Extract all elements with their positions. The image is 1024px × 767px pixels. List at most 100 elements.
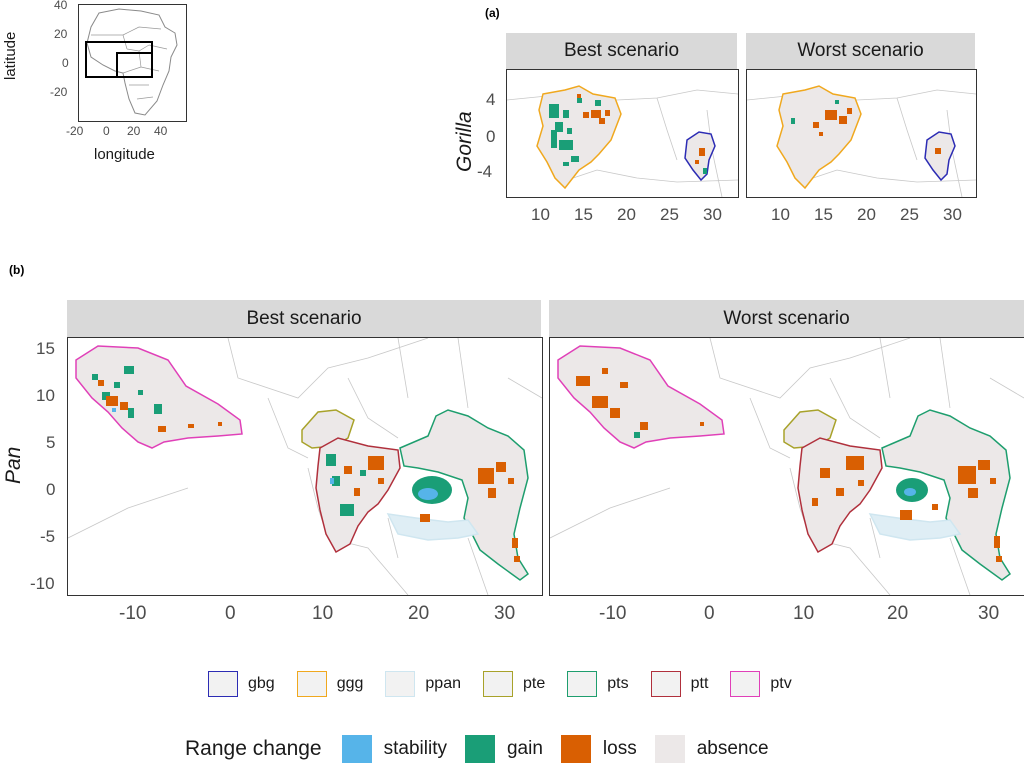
panel-a-map-worst <box>746 69 977 198</box>
panel-b-ytick: 5 <box>46 433 56 452</box>
panel-b-best-xtick: 30 <box>494 603 516 624</box>
pts-range-outline <box>881 409 1012 581</box>
legend-item-pte: pte <box>483 671 545 697</box>
legend-swatch-ggg <box>296 671 327 697</box>
legend-swatch-gain <box>464 735 495 763</box>
legend-label-ptv: ptv <box>770 675 792 692</box>
legend-label-stability: stability <box>383 738 447 759</box>
legend-label-ptt: ptt <box>690 675 709 692</box>
panel-a-worst-xtick: 15 <box>814 205 833 224</box>
panel-b-best-xtick: 10 <box>312 603 334 624</box>
panel-b-worst-xtick: 20 <box>887 603 909 624</box>
panel-b-best-xtick: 0 <box>225 603 236 624</box>
panel-b-best-xtick: 20 <box>408 603 430 624</box>
inset-xlabel: longitude <box>94 146 155 163</box>
ptv-range-outline <box>75 345 243 449</box>
panel-a-ytick: 4 <box>486 90 496 109</box>
panel-a-best-xtick: 25 <box>660 205 679 224</box>
legend-item-pts: pts <box>567 671 629 697</box>
legend-swatch-stability <box>341 735 372 763</box>
panel-b-ytick: -10 <box>30 574 55 593</box>
pts-range-outline <box>399 409 530 581</box>
legend-swatch-ptv <box>730 671 761 697</box>
legend-label-gain: gain <box>506 738 543 759</box>
panel-b-ytick: -5 <box>40 527 56 546</box>
panel-a-ylabel: Gorilla <box>453 111 476 172</box>
legend-swatch-pte <box>483 671 513 697</box>
legend-label-gbg: gbg <box>248 675 275 692</box>
panel-a-facet-strip-best: Best scenario <box>506 33 737 69</box>
panel-b-facet-strip-best: Best scenario <box>67 300 541 337</box>
panel-b-facet-strip-worst: Worst scenario <box>549 300 1024 337</box>
legend-label-ppan: ppan <box>425 675 461 692</box>
panel-b-worst-xtick: 0 <box>704 603 715 624</box>
legend-label-pts: pts <box>607 675 629 692</box>
legend-range-change: Range change stability gain loss absence <box>185 735 769 763</box>
inset-extent-box-gorilla <box>116 52 153 78</box>
ptv-range-outline <box>557 345 725 449</box>
panel-b-ytick: 15 <box>36 339 55 358</box>
panel-a-map-best <box>506 69 739 198</box>
panel-a-worst-xtick: 25 <box>900 205 919 224</box>
panel-a-worst-xtick: 20 <box>857 205 876 224</box>
gorilla-best-map <box>507 85 738 197</box>
panel-b-worst-xtick: 30 <box>978 603 1000 624</box>
legend-swatch-ptt <box>650 671 681 697</box>
legend-swatch-loss <box>560 735 591 763</box>
legend-item-gbg: gbg <box>208 671 275 697</box>
legend-label-absence: absence <box>696 738 769 759</box>
africa-outline <box>85 8 178 116</box>
inset-xtick: 40 <box>154 124 168 138</box>
legend-item-ggg: ggg <box>296 671 364 697</box>
panel-b-ytick: 0 <box>46 480 56 499</box>
panel-b-label: (b) <box>9 263 25 277</box>
panel-a-best-xtick: 15 <box>574 205 593 224</box>
legend-item-absence: absence <box>654 735 769 763</box>
panel-a-worst-xtick: 10 <box>771 205 790 224</box>
legend-swatch-pts <box>567 671 598 697</box>
legend-item-loss: loss <box>560 735 637 763</box>
inset-ylabel: latitude <box>2 31 19 80</box>
panel-a-worst-xtick: 30 <box>943 205 962 224</box>
panel-a-ytick: 0 <box>486 127 496 146</box>
panel-b-map-worst <box>549 337 1024 596</box>
panel-b-worst-xtick: 10 <box>793 603 815 624</box>
legend-taxa: gbg ggg ppan pte pts ptt ptv <box>208 671 792 697</box>
legend-item-ptt: ptt <box>650 671 709 697</box>
legend-swatch-absence <box>654 735 685 763</box>
gorilla-worst-map <box>747 85 976 197</box>
pan-worst-map <box>550 338 1024 595</box>
legend-range-title: Range change <box>185 737 322 760</box>
panel-a-label: (a) <box>485 6 500 20</box>
panel-b-ylabel: Pan <box>2 446 25 484</box>
panel-a-facet-strip-worst: Worst scenario <box>746 33 975 69</box>
legend-item-ptv: ptv <box>730 671 792 697</box>
ggg-range-outline <box>776 85 862 190</box>
inset-ytick: 0 <box>62 56 69 70</box>
legend-swatch-ppan <box>385 671 416 697</box>
panel-b-map-best <box>67 337 543 596</box>
gbg-range-outline <box>924 131 956 182</box>
inset-xtick: 0 <box>103 124 110 138</box>
panel-a-best-xtick: 20 <box>617 205 636 224</box>
inset-ytick: -20 <box>50 85 68 99</box>
inset-xtick: -20 <box>66 124 84 138</box>
panel-a-best-xtick: 10 <box>531 205 550 224</box>
inset-ytick: 20 <box>54 27 68 41</box>
legend-item-stability: stability <box>341 735 447 763</box>
inset-map-frame <box>78 4 187 122</box>
legend-item-gain: gain <box>464 735 543 763</box>
legend-label-pte: pte <box>523 675 546 692</box>
panel-a-best-xtick: 30 <box>703 205 722 224</box>
legend-label-ggg: ggg <box>336 675 364 692</box>
legend-swatch-gbg <box>208 671 238 697</box>
panel-b-ytick: 10 <box>36 386 55 405</box>
panel-a-ytick: -4 <box>477 162 493 181</box>
panel-b-worst-xtick: -10 <box>599 603 627 624</box>
panel-b-best-xtick: -10 <box>119 603 147 624</box>
legend-item-ppan: ppan <box>385 671 461 697</box>
inset-xtick: 20 <box>127 124 141 138</box>
inset-ytick: 40 <box>54 0 68 12</box>
legend-label-loss: loss <box>602 738 637 759</box>
pan-best-map <box>68 338 542 595</box>
